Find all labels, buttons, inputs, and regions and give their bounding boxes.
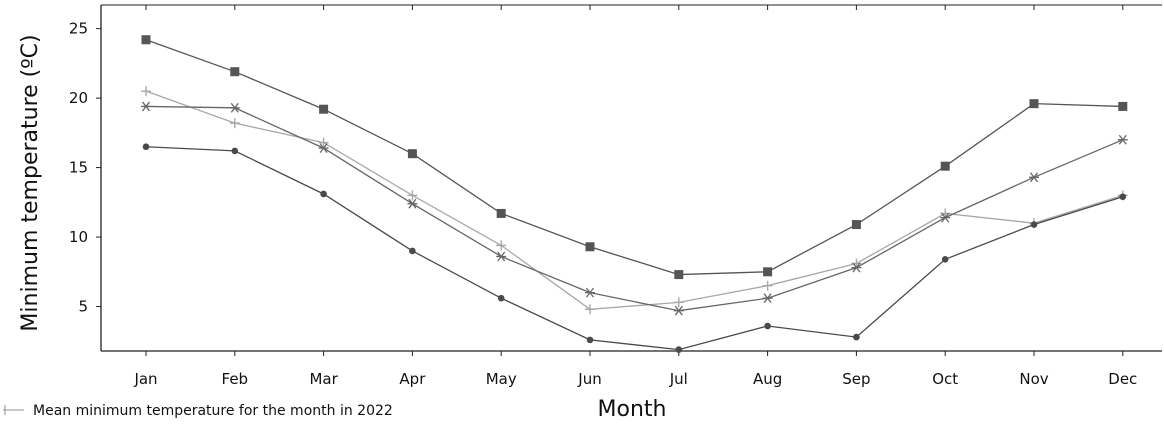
series-4-line: [145, 146, 1123, 351]
data-point: [318, 137, 329, 148]
data-point: [407, 149, 417, 159]
data-point: [141, 86, 151, 97]
y-tick-label: 15: [69, 159, 88, 177]
data-point: [763, 267, 773, 277]
data-point: [1117, 134, 1128, 145]
data-point: [141, 101, 151, 112]
data-point: [142, 143, 150, 151]
series-3-line: [145, 105, 1124, 312]
x-tick-label: Nov: [1019, 370, 1048, 388]
data-point: [496, 240, 507, 251]
series-layer: [141, 35, 1128, 353]
data-point: [673, 297, 684, 308]
data-point: [673, 305, 684, 316]
data-point-stroke: [763, 293, 772, 304]
y-axis-ticks: 5 10 15 20 25: [69, 20, 101, 316]
data-point: [319, 104, 329, 114]
data-point-stroke: [1118, 134, 1127, 145]
data-point: [764, 322, 771, 330]
data-point-stroke: [408, 198, 417, 209]
data-point-stroke: [230, 102, 239, 113]
data-point: [230, 67, 240, 77]
x-tick-label: Jul: [669, 370, 688, 388]
data-point: [407, 190, 418, 201]
data-point: [851, 262, 862, 273]
data-point: [407, 198, 418, 209]
data-point: [318, 143, 329, 154]
data-point: [674, 270, 684, 280]
x-tick-label: Apr: [399, 370, 426, 388]
series-3: [141, 101, 1128, 316]
data-point: [229, 102, 240, 113]
x-axis-ticks: Jan Feb Mar Apr May Jun Jul Aug Sep Oct Nov Dec: [133, 5, 1137, 388]
data-point-stroke: [497, 251, 506, 262]
data-point: [851, 220, 861, 230]
data-point: [940, 161, 950, 171]
y-tick-label: 5: [78, 298, 88, 316]
data-point: [585, 304, 595, 315]
data-point: [409, 247, 416, 255]
data-point: [1029, 99, 1039, 109]
data-point-stroke: [1029, 172, 1039, 183]
data-point: [141, 35, 151, 45]
x-tick-label: Jun: [577, 370, 601, 388]
x-tick-label: Jan: [133, 370, 157, 388]
data-point: [1118, 101, 1128, 111]
data-point: [585, 242, 595, 252]
data-point: [496, 208, 506, 218]
data-point: [1119, 193, 1127, 201]
x-tick-label: Dec: [1108, 370, 1137, 388]
legend-label: Mean minimum temperature for the month i…: [33, 403, 393, 419]
series-2: [141, 86, 1128, 315]
x-tick-label: Sep: [842, 370, 870, 388]
series-1-line: [145, 39, 1123, 276]
x-tick-label: Oct: [932, 370, 958, 388]
x-tick-label: May: [486, 370, 517, 388]
data-point-stroke: [141, 101, 151, 112]
x-tick-label: Aug: [753, 370, 782, 388]
data-point-stroke: [852, 262, 861, 273]
data-point: [940, 212, 951, 223]
series-4: [142, 143, 1127, 353]
data-point: [497, 294, 505, 302]
data-point: [320, 190, 327, 198]
y-tick-label: 10: [69, 228, 88, 246]
data-point: [1030, 221, 1038, 228]
data-point: [496, 251, 507, 262]
data-point: [229, 118, 240, 129]
data-point: [1029, 172, 1039, 183]
y-tick-label: 20: [69, 89, 88, 107]
data-point: [762, 280, 773, 291]
data-point: [586, 336, 594, 344]
data-point: [762, 293, 773, 304]
series-2-line: [145, 90, 1123, 310]
x-tick-label: Feb: [222, 370, 249, 388]
x-tick-label: Mar: [309, 370, 338, 388]
series-1: [141, 35, 1128, 280]
data-point: [231, 147, 239, 155]
data-point-stroke: [941, 212, 950, 223]
y-axis-title: Minimum temperature (ºC): [18, 34, 43, 331]
data-point: [853, 333, 860, 341]
data-point-stroke: [585, 287, 595, 298]
data-point: [585, 287, 595, 298]
x-axis-title: Month: [598, 397, 667, 422]
plot-frame: [100, 4, 1162, 352]
data-point-stroke: [674, 305, 683, 316]
data-point-stroke: [319, 143, 328, 154]
y-tick-label: 25: [69, 20, 88, 38]
data-point: [941, 255, 949, 263]
legend: Mean minimum temperature for the month i…: [3, 403, 393, 419]
data-point: [675, 346, 683, 353]
